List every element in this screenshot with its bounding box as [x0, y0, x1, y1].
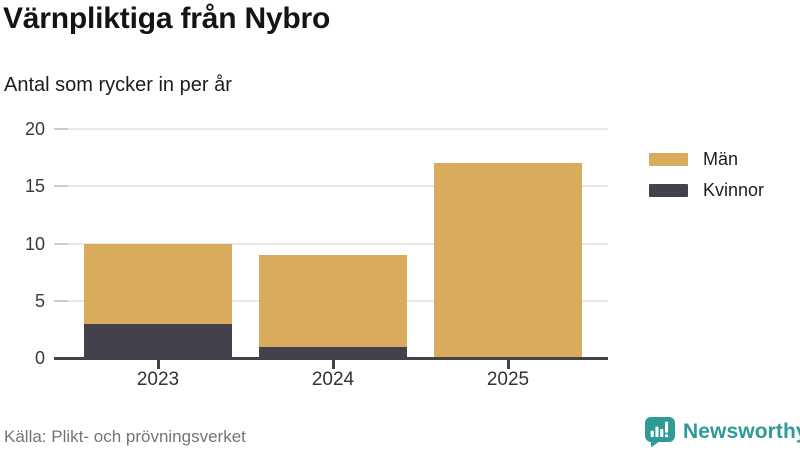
legend-item-kvinnor: Kvinnor — [649, 181, 764, 199]
x-axis-label-2024: 2024 — [311, 369, 355, 390]
y-axis-label-15: 15 — [24, 176, 45, 197]
chart-subtitle: Antal som rycker in per år — [4, 74, 232, 96]
legend-label-kvinnor: Kvinnor — [703, 180, 765, 200]
y-axis-label-0: 0 — [34, 348, 45, 368]
grid-line-20 — [54, 128, 608, 130]
legend-swatch-kvinnor — [649, 183, 688, 197]
grid-tick-15 — [54, 185, 68, 188]
bar-kvinnor-2023 — [84, 323, 232, 358]
x-axis-tick-2023 — [156, 360, 160, 369]
grid-tick-10 — [54, 242, 68, 245]
grid-line-10 — [54, 242, 608, 245]
grid-tick-20 — [54, 128, 68, 130]
legend-label-man: Män — [703, 149, 739, 169]
chart-title: Värnpliktiga från Nybro — [3, 2, 331, 35]
source-note: Källa: Plikt- och prövningsverket — [4, 427, 246, 446]
grid-line-15 — [54, 185, 608, 188]
legend-swatch-man — [649, 152, 688, 166]
y-axis-label-10: 10 — [24, 233, 45, 254]
bar-kvinnor-2024 — [259, 346, 407, 358]
x-axis-line — [54, 357, 608, 360]
bar-män-2024 — [259, 254, 407, 347]
bar-män-2025 — [434, 163, 582, 358]
legend-item-man: Män — [649, 150, 764, 168]
x-axis-label-2023: 2023 — [136, 369, 180, 390]
newsworthy-logo-icon — [645, 417, 675, 447]
legend: Män Kvinnor — [649, 150, 764, 212]
y-axis-label-5: 5 — [34, 290, 45, 311]
newsworthy-wordmark: Newsworthy — [683, 419, 800, 443]
bar-män-2023 — [84, 243, 232, 324]
grid-tick-5 — [54, 299, 68, 302]
y-axis-label-20: 20 — [24, 119, 45, 139]
x-axis-tick-2024 — [331, 360, 335, 369]
newsworthy-brand[interactable]: Newsworthy — [644, 416, 800, 447]
x-axis-tick-2025 — [506, 360, 510, 369]
x-axis-label-2025: 2025 — [486, 369, 530, 390]
